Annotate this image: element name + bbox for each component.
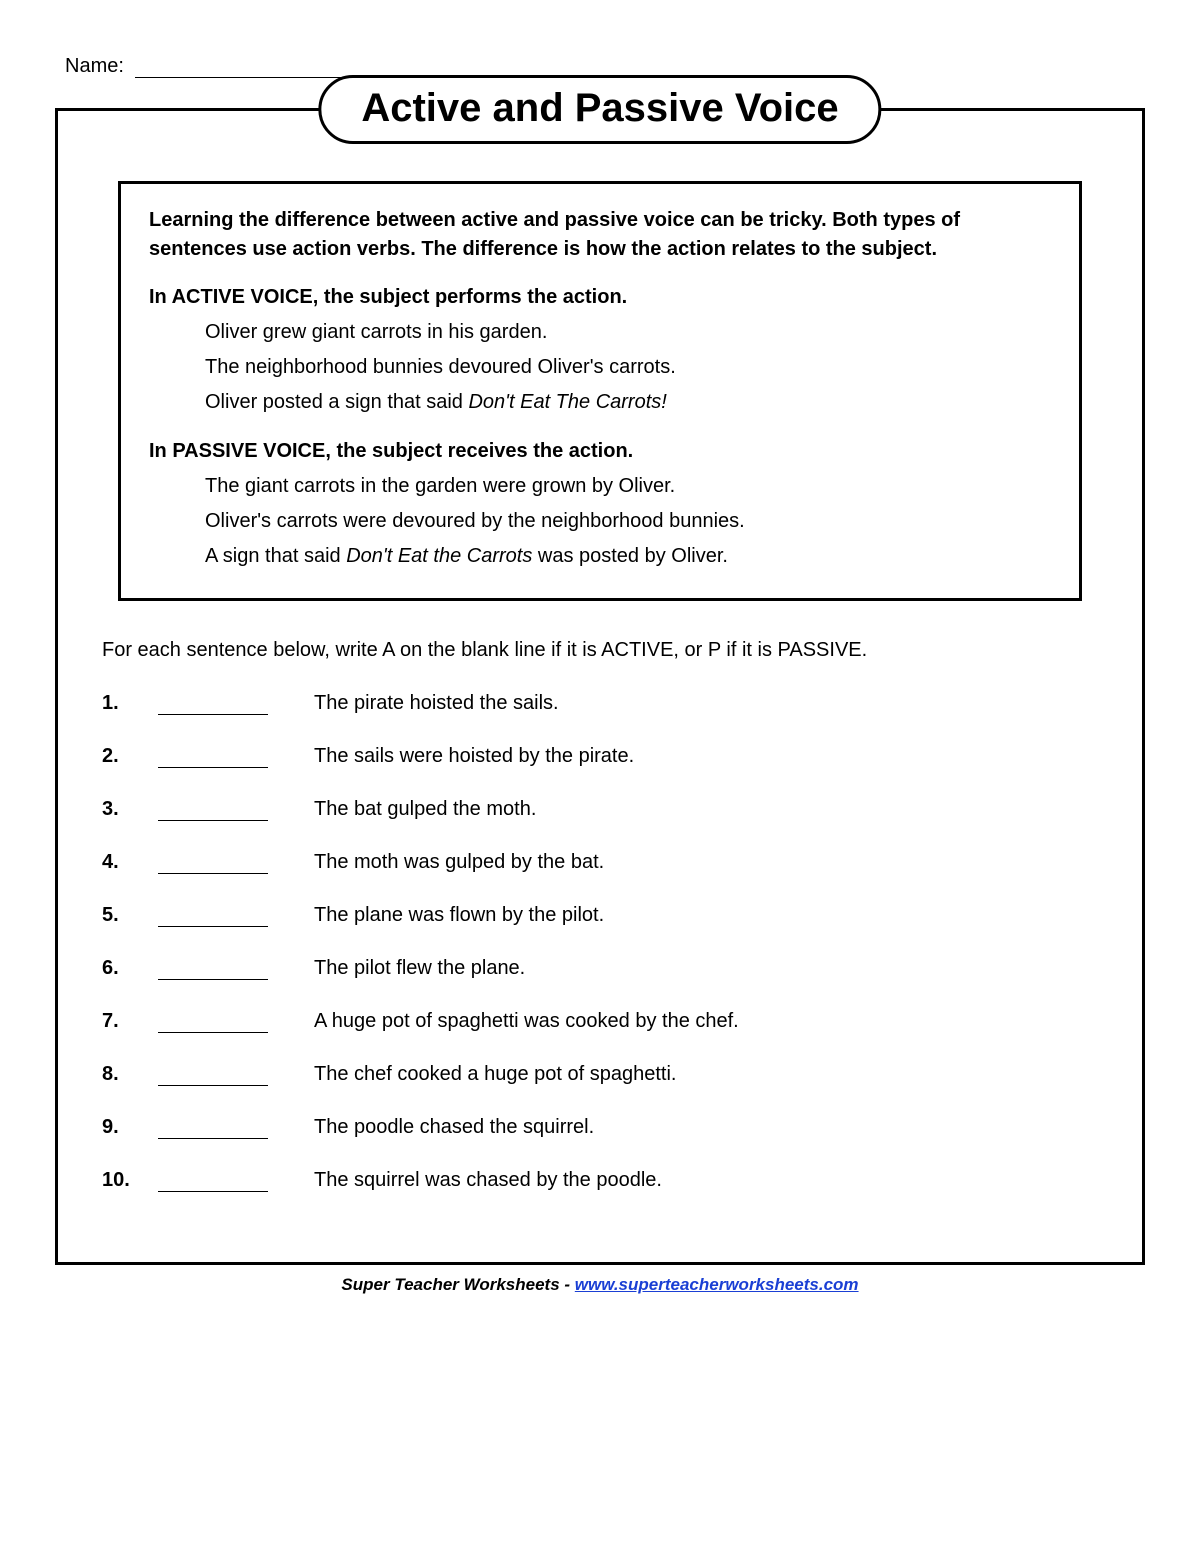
passive-examples: The giant carrots in the garden were gro… <box>149 469 1051 574</box>
example-line: Oliver's carrots were devoured by the ne… <box>205 504 1051 539</box>
question-row: 10. The squirrel was chased by the poodle… <box>98 1169 1102 1192</box>
answer-blank[interactable] <box>158 693 268 715</box>
question-row: 3. The bat gulped the moth. <box>98 798 1102 821</box>
answer-blank[interactable] <box>158 852 268 874</box>
question-row: 2. The sails were hoisted by the pirate. <box>98 745 1102 768</box>
question-text: The pirate hoisted the sails. <box>314 692 1102 715</box>
question-number: 5. <box>102 904 158 927</box>
question-number: 10. <box>102 1169 158 1192</box>
question-text: The squirrel was chased by the poodle. <box>314 1169 1102 1192</box>
name-label: Name: <box>65 55 124 77</box>
answer-blank[interactable] <box>158 746 268 768</box>
question-number: 6. <box>102 957 158 980</box>
question-number: 2. <box>102 745 158 768</box>
question-row: 4. The moth was gulped by the bat. <box>98 851 1102 874</box>
question-row: 6. The pilot flew the plane. <box>98 957 1102 980</box>
example-line: Oliver posted a sign that said Don't Eat… <box>205 385 1051 420</box>
passive-heading: In PASSIVE VOICE, the subject receives t… <box>149 440 1051 463</box>
outer-frame: Active and Passive Voice Learning the di… <box>55 108 1145 1265</box>
intro-text: Learning the difference between active a… <box>149 206 1051 264</box>
question-text: The pilot flew the plane. <box>314 957 1102 980</box>
question-text: A huge pot of spaghetti was cooked by th… <box>314 1010 1102 1033</box>
question-row: 5. The plane was flown by the pilot. <box>98 904 1102 927</box>
example-line: The giant carrots in the garden were gro… <box>205 469 1051 504</box>
footer-brand: Super Teacher Worksheets <box>341 1275 559 1294</box>
question-row: 7. A huge pot of spaghetti was cooked by … <box>98 1010 1102 1033</box>
worksheet-title: Active and Passive Voice <box>318 75 881 144</box>
answer-blank[interactable] <box>158 799 268 821</box>
question-text: The moth was gulped by the bat. <box>314 851 1102 874</box>
active-heading: In ACTIVE VOICE, the subject performs th… <box>149 286 1051 309</box>
question-row: 1. The pirate hoisted the sails. <box>98 692 1102 715</box>
example-line: A sign that said Don't Eat the Carrots w… <box>205 539 1051 574</box>
question-number: 7. <box>102 1010 158 1033</box>
answer-blank[interactable] <box>158 1064 268 1086</box>
question-text: The chef cooked a huge pot of spaghetti. <box>314 1063 1102 1086</box>
questions-list: 1. The pirate hoisted the sails. 2. The sai… <box>98 692 1102 1192</box>
answer-blank[interactable] <box>158 905 268 927</box>
question-text: The poodle chased the squirrel. <box>314 1116 1102 1139</box>
answer-blank[interactable] <box>158 1170 268 1192</box>
active-examples: Oliver grew giant carrots in his garden.… <box>149 315 1051 420</box>
footer-sep: - <box>560 1275 575 1294</box>
question-row: 8. The chef cooked a huge pot of spaghett… <box>98 1063 1102 1086</box>
question-text: The plane was flown by the pilot. <box>314 904 1102 927</box>
footer-link[interactable]: www.superteacherworksheets.com <box>575 1275 859 1294</box>
question-number: 4. <box>102 851 158 874</box>
question-number: 3. <box>102 798 158 821</box>
answer-blank[interactable] <box>158 1117 268 1139</box>
question-number: 1. <box>102 692 158 715</box>
question-text: The sails were hoisted by the pirate. <box>314 745 1102 768</box>
question-text: The bat gulped the moth. <box>314 798 1102 821</box>
instructions: For each sentence below, write A on the … <box>102 639 1098 662</box>
question-row: 9. The poodle chased the squirrel. <box>98 1116 1102 1139</box>
answer-blank[interactable] <box>158 1011 268 1033</box>
question-number: 9. <box>102 1116 158 1139</box>
footer: Super Teacher Worksheets - www.superteac… <box>55 1275 1145 1325</box>
info-box: Learning the difference between active a… <box>118 181 1082 601</box>
example-line: The neighborhood bunnies devoured Oliver… <box>205 350 1051 385</box>
example-line: Oliver grew giant carrots in his garden. <box>205 315 1051 350</box>
answer-blank[interactable] <box>158 958 268 980</box>
question-number: 8. <box>102 1063 158 1086</box>
worksheet-page: Name: Active and Passive Voice Learning … <box>0 0 1200 1345</box>
